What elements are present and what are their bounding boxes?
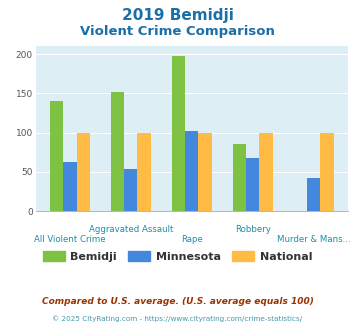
Text: All Violent Crime: All Violent Crime [34, 235, 106, 244]
Text: Compared to U.S. average. (U.S. average equals 100): Compared to U.S. average. (U.S. average … [42, 297, 313, 306]
Bar [185, 131, 198, 211]
Text: Robbery: Robbery [235, 225, 271, 234]
Bar [77, 133, 90, 211]
Text: 2019 Bemidji: 2019 Bemidji [121, 8, 234, 23]
Bar [137, 133, 151, 211]
Bar [111, 92, 124, 211]
Bar [233, 144, 246, 211]
Bar [171, 56, 185, 211]
Text: Rape: Rape [181, 235, 203, 244]
Text: Violent Crime Comparison: Violent Crime Comparison [80, 25, 275, 38]
Bar [260, 133, 273, 211]
Bar [63, 162, 77, 211]
Text: © 2025 CityRating.com - https://www.cityrating.com/crime-statistics/: © 2025 CityRating.com - https://www.city… [53, 315, 302, 322]
Text: Murder & Mans...: Murder & Mans... [277, 235, 350, 244]
Bar [124, 169, 137, 211]
Legend: Bemidji, Minnesota, National: Bemidji, Minnesota, National [38, 247, 317, 267]
Bar [198, 133, 212, 211]
Text: Aggravated Assault: Aggravated Assault [88, 225, 173, 234]
Bar [320, 133, 334, 211]
Bar [50, 101, 63, 211]
Bar [246, 158, 260, 211]
Bar [307, 178, 320, 211]
